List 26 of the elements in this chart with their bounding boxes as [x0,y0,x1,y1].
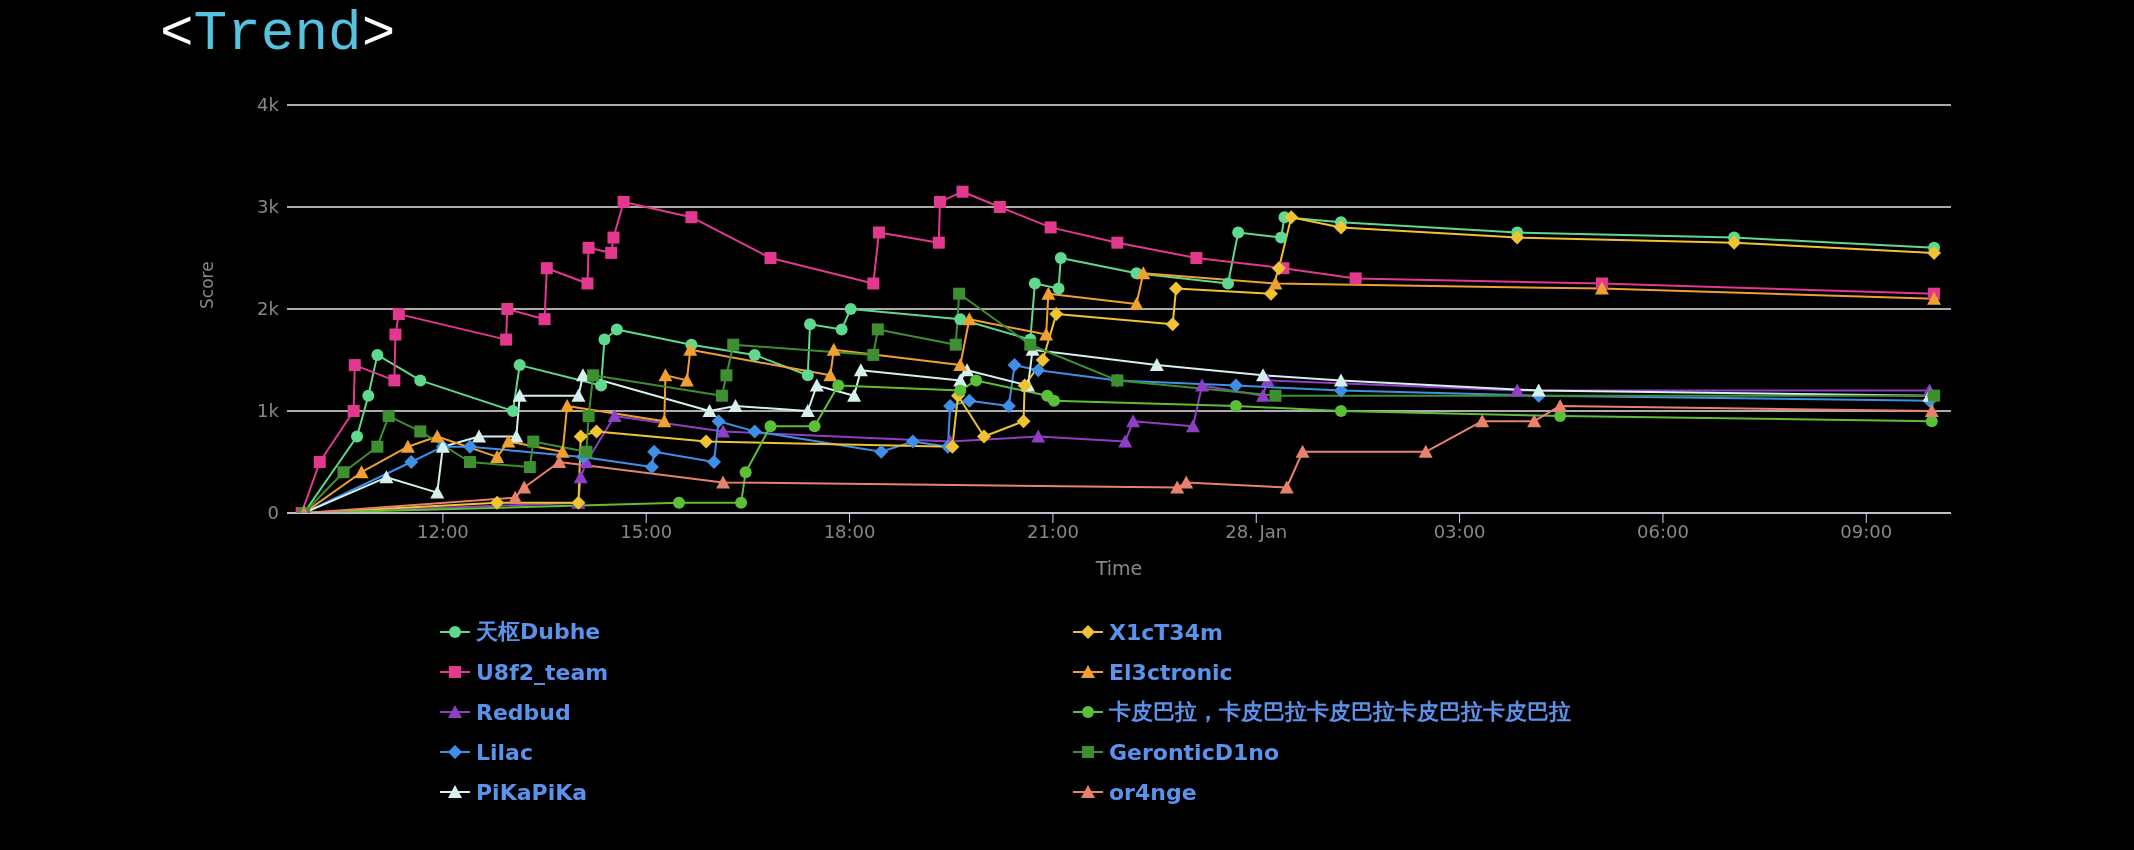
x-axis-title: Time [1094,557,1143,579]
y-tick-label: 0 [267,502,279,524]
x-tick-label: 12:00 [416,520,469,542]
y-tick-label: 1k [257,400,280,422]
legend-label: Lilac [476,739,533,765]
x-tick-label: 09:00 [1840,520,1893,542]
legend-label: 天枢Dubhe [476,618,601,646]
y-axis-title: Score [197,261,218,309]
x-tick-label: 15:00 [620,520,673,542]
y-tick-label: 2k [257,298,280,320]
legend-label: U8f2_team [476,659,609,685]
legend-label: GeronticD1no [1109,739,1280,765]
legend-label: El3ctronic [1109,659,1233,685]
legend-label: Redbud [476,699,571,725]
chart-title: <Trend> [160,2,396,66]
legend-label: PiKaPiKa [476,779,588,805]
y-tick-label: 4k [257,94,280,116]
x-tick-label: 06:00 [1637,520,1689,542]
x-tick-label: 18:00 [823,520,876,542]
x-tick-label: 03:00 [1433,520,1486,542]
x-tick-label: 28. Jan [1225,520,1288,542]
legend-label: X1cT34m [1109,619,1223,645]
legend-label: 卡皮巴拉，卡皮巴拉卡皮巴拉卡皮巴拉卡皮巴拉 [1109,698,1571,726]
x-tick-label: 21:00 [1026,520,1079,542]
y-tick-label: 3k [257,196,280,218]
legend-label: or4nge [1109,779,1197,805]
